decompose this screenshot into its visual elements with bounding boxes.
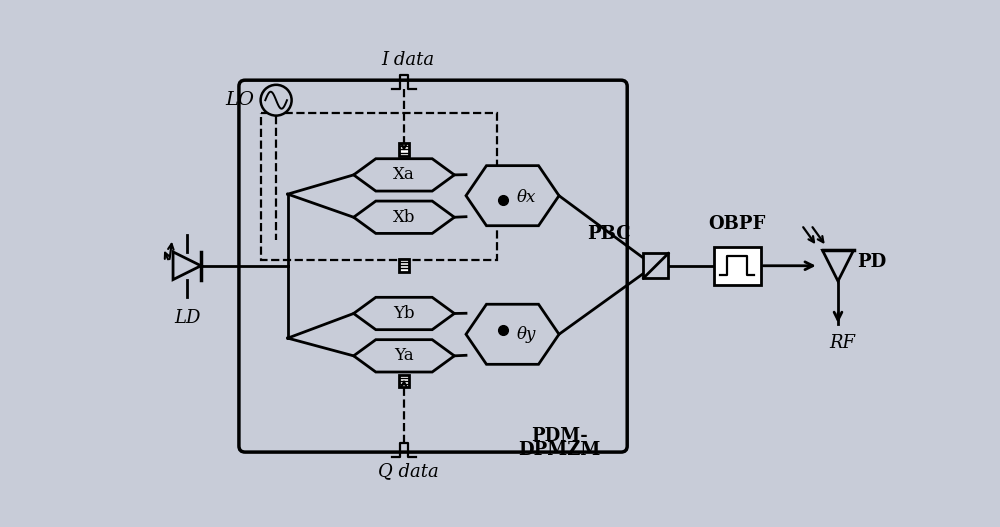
Text: Yb: Yb <box>393 305 415 322</box>
Text: θy: θy <box>516 326 536 343</box>
Text: Ya: Ya <box>394 347 414 364</box>
Polygon shape <box>354 340 454 372</box>
FancyBboxPatch shape <box>239 80 627 452</box>
Polygon shape <box>466 304 559 364</box>
Polygon shape <box>354 159 454 191</box>
Bar <box>643 253 668 278</box>
Polygon shape <box>173 252 201 280</box>
Polygon shape <box>466 165 559 226</box>
Text: Xa: Xa <box>393 167 415 183</box>
Text: PD: PD <box>857 253 887 271</box>
Text: I data: I data <box>381 52 434 70</box>
Bar <box>261 113 497 260</box>
Text: OBPF: OBPF <box>709 216 766 233</box>
Bar <box>399 143 409 155</box>
Bar <box>399 375 409 387</box>
Circle shape <box>261 85 292 115</box>
Polygon shape <box>354 297 454 330</box>
Text: θx: θx <box>516 189 536 206</box>
Text: Xb: Xb <box>393 209 415 226</box>
Bar <box>714 247 761 285</box>
Text: RF: RF <box>829 334 855 352</box>
Bar <box>399 259 409 271</box>
Text: DPMZM: DPMZM <box>518 441 600 458</box>
Polygon shape <box>822 250 854 281</box>
Polygon shape <box>354 201 454 233</box>
Text: PDM-: PDM- <box>531 427 587 445</box>
Text: LO: LO <box>225 91 254 109</box>
Text: LD: LD <box>174 309 200 327</box>
Text: Q data: Q data <box>378 462 438 480</box>
Text: PBC: PBC <box>587 225 631 242</box>
